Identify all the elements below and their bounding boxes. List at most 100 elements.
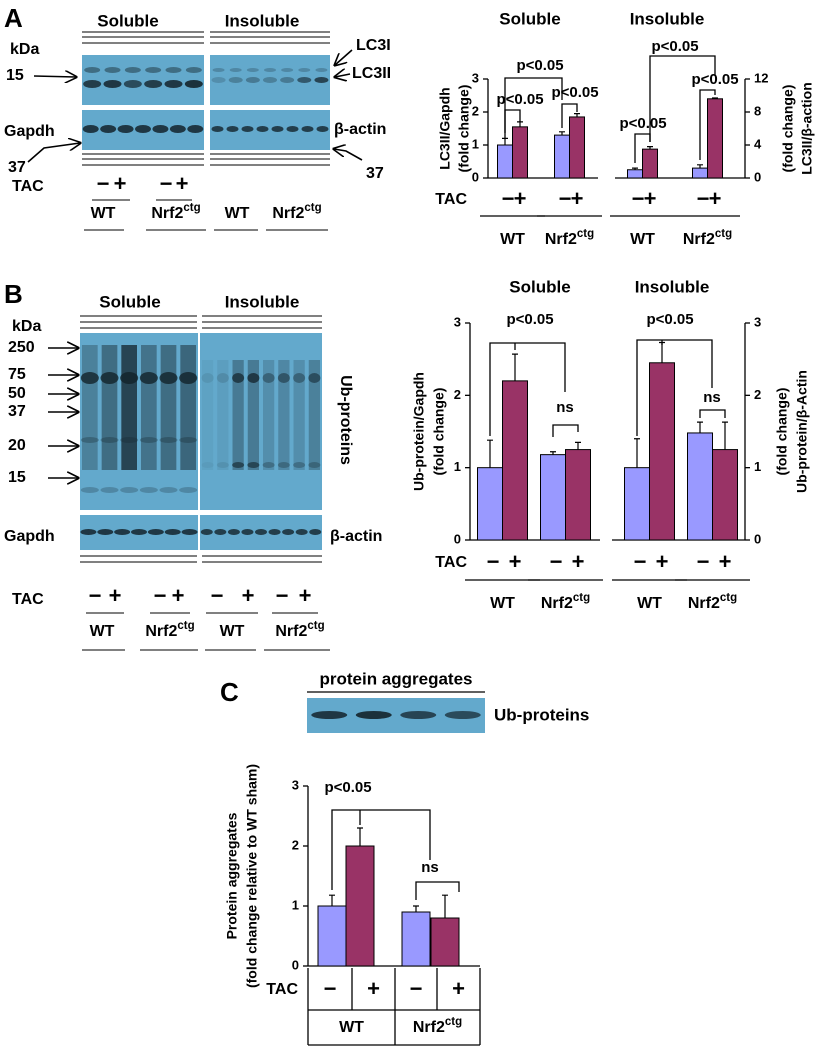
band: [308, 462, 321, 468]
error-bar: [357, 827, 363, 846]
band: [80, 372, 99, 384]
annotation: p<0.05: [506, 311, 553, 328]
group-superscript: ctg: [720, 592, 737, 604]
group-label: WT: [220, 623, 245, 640]
y-tick-label: 1: [472, 136, 479, 151]
unit-label: kDa: [10, 41, 39, 58]
bar: [627, 169, 643, 179]
band: [147, 529, 164, 535]
band: [80, 487, 99, 493]
band: [444, 711, 481, 719]
band: [314, 77, 329, 83]
group-name: Nrf2: [413, 1019, 445, 1036]
group-superscript: ctg: [573, 592, 590, 604]
significance-bracket: [331, 809, 431, 890]
lane-sign: −: [160, 171, 173, 196]
group-label: Nrf2ctg: [145, 620, 194, 640]
significance-bracket: [636, 339, 713, 436]
group-name: WT: [637, 595, 662, 612]
band: [123, 80, 142, 88]
lane-sign: +: [109, 583, 122, 608]
band: [169, 125, 186, 133]
bar: [345, 845, 375, 967]
y-axis-label: Protein aggregates: [224, 812, 240, 939]
lane-sign: −: [154, 583, 167, 608]
band: [212, 68, 225, 72]
error-bar: [550, 451, 556, 455]
band: [179, 437, 198, 443]
bar: [712, 449, 738, 541]
significance-bracket: [699, 89, 716, 160]
band: [232, 462, 245, 468]
smear: [232, 360, 244, 470]
group-label: WT: [91, 205, 116, 222]
error-bar: [634, 438, 640, 468]
band: [295, 529, 308, 535]
band: [80, 529, 97, 535]
bar: [569, 116, 585, 179]
unit-label: kDa: [12, 318, 41, 335]
group-name: WT: [220, 623, 245, 640]
smear: [263, 360, 275, 470]
error-bar: [722, 421, 728, 450]
smear: [121, 345, 137, 470]
band: [159, 437, 178, 443]
y-tick-label: 2: [472, 103, 479, 118]
row-label: TAC: [266, 981, 298, 998]
bar: [401, 911, 431, 967]
group-name: WT: [225, 205, 250, 222]
band: [159, 487, 178, 493]
bar: [692, 167, 708, 179]
y-axis-label: (fold change): [774, 388, 790, 476]
band: [280, 77, 295, 83]
band: [400, 711, 437, 719]
group-superscript: ctg: [177, 620, 194, 632]
group-label: Nrf2ctg: [413, 1016, 462, 1036]
group-name: WT: [90, 623, 115, 640]
error-bar: [697, 421, 703, 433]
group-name: WT: [339, 1019, 364, 1036]
band: [282, 529, 295, 535]
x-tick-label: +: [572, 549, 585, 574]
smear: [82, 345, 98, 470]
group-name: WT: [500, 231, 525, 248]
lane-sign: −: [211, 583, 224, 608]
error-bar: [697, 164, 703, 169]
band: [286, 126, 299, 132]
y-tick-label: 1: [292, 897, 299, 912]
band: [263, 77, 277, 83]
x-tick-label: −: [410, 976, 423, 1001]
band: [216, 462, 229, 468]
bar: [502, 380, 528, 541]
group-label: Nrf2ctg: [541, 592, 590, 612]
chart-title: Soluble: [499, 9, 560, 28]
group-name: WT: [630, 231, 655, 248]
group-name: WT: [490, 595, 515, 612]
band: [120, 372, 139, 384]
band: [201, 373, 214, 383]
lane-sign: +: [242, 583, 255, 608]
x-tick-label: +: [571, 186, 584, 211]
y-tick-label: 12: [754, 70, 768, 85]
panel-letter: C: [220, 677, 239, 707]
y-axis-label: Ub-protein/Gapdh: [411, 372, 427, 491]
group-superscript: ctg: [307, 620, 324, 632]
bar: [430, 917, 460, 967]
band-label: Ub-proteins: [494, 705, 589, 724]
band: [268, 529, 281, 535]
row-label: TAC: [12, 178, 44, 195]
band: [228, 77, 243, 83]
error-bar: [517, 121, 523, 127]
group-label: WT: [637, 595, 662, 612]
band: [179, 372, 198, 384]
band: [298, 68, 311, 72]
group-superscript: ctg: [445, 1016, 462, 1028]
annotation: ns: [421, 859, 439, 876]
marker-label: 37: [8, 159, 26, 176]
y-tick-label: 4: [754, 136, 762, 151]
x-tick-label: +: [452, 976, 465, 1001]
x-tick-label: +: [656, 549, 669, 574]
x-tick-label: +: [644, 186, 657, 211]
bar: [649, 362, 675, 541]
group-name: Nrf2: [545, 231, 577, 248]
